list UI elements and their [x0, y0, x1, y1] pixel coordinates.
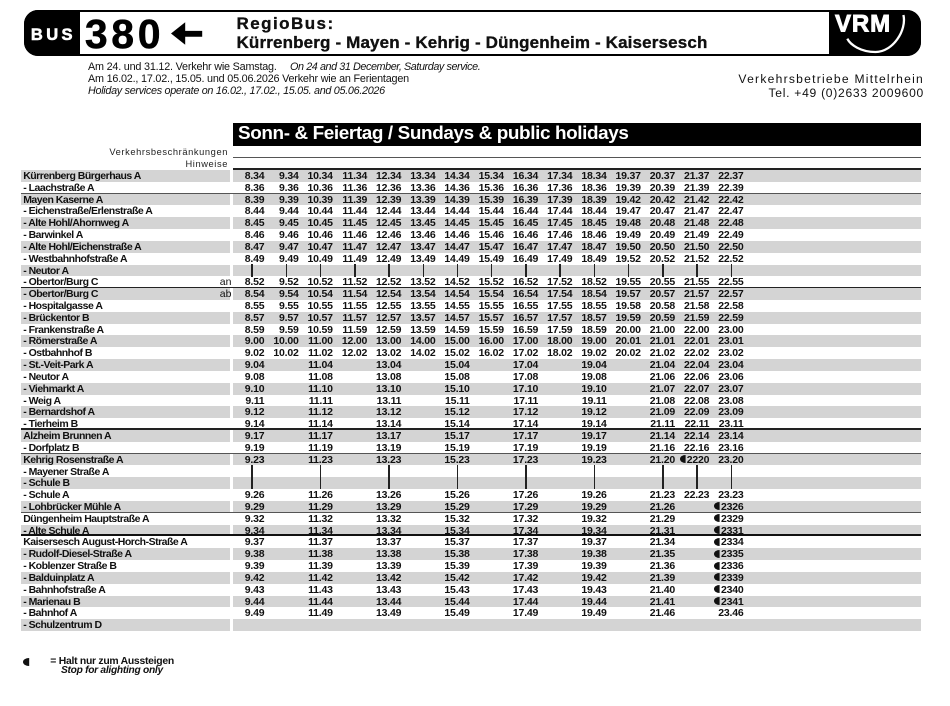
- svg-text:VRM: VRM: [835, 10, 891, 37]
